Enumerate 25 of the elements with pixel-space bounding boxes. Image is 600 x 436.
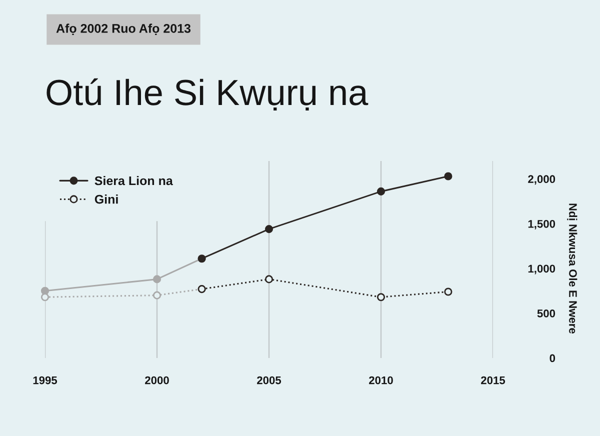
chart-subtitle: Afọ 2002 Ruo Afọ 2013 — [56, 24, 191, 35]
x-tick-label: 2015 — [481, 376, 506, 384]
point — [152, 291, 162, 300]
point — [376, 187, 386, 196]
point — [152, 275, 162, 284]
y-tick-label: 2,000 — [528, 175, 556, 185]
point — [40, 293, 50, 302]
x-tick-label: 1995 — [33, 376, 58, 384]
point — [264, 225, 274, 234]
y-tick-label: 1,500 — [528, 220, 556, 230]
y-tick-label: 0 — [550, 354, 556, 362]
x-tick-label: 2000 — [145, 376, 169, 384]
chart-title: Otú Ihe Si Kwụrụ na — [46, 78, 368, 110]
point — [444, 172, 452, 180]
point — [40, 286, 50, 295]
point — [264, 275, 274, 284]
x-tick-label: 2010 — [369, 376, 393, 384]
point — [376, 293, 386, 302]
x-tick-label: 2005 — [257, 376, 282, 384]
y-tick-label: 1,000 — [528, 264, 556, 274]
y-axis-title: Ndị Nkwusa Ole E Nwere — [567, 204, 578, 334]
legend-label: Siera Lion na — [94, 176, 173, 186]
legend-label: Gini — [94, 194, 118, 204]
point — [444, 288, 452, 296]
y-tick-label: 500 — [537, 309, 556, 318]
